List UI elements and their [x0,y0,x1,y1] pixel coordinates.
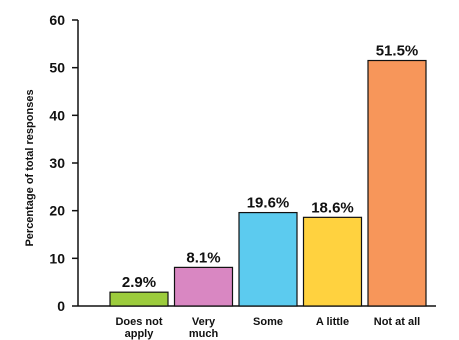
category-label: Does not apply [115,316,162,340]
category-labels: Does not apply Very much Some A little Not at … [115,316,420,340]
y-tick-label: 60 [49,12,65,28]
bar [109,291,169,307]
bar [238,211,298,307]
category-label-line: Very [192,316,216,328]
category-label: A little [316,316,349,328]
category-label-line: A little [316,316,349,328]
y-tick-label: 10 [49,250,65,266]
y-tick-label: 30 [49,155,65,171]
y-ticks: 0 10 20 30 40 50 60 [49,12,78,314]
y-tick-label: 40 [49,107,65,123]
category-label-line: apply [125,328,155,340]
category-label: Very much [189,316,219,340]
category-label: Some [253,316,283,328]
y-tick-label: 50 [49,60,65,76]
data-label: 8.1% [186,249,220,266]
data-label: 51.5% [376,43,419,60]
bar [173,266,234,307]
bars [109,59,427,307]
y-axis-label: Percentage of total responses [24,89,36,246]
y-tick-label: 0 [57,298,65,314]
data-label: 2.9% [122,274,156,291]
y-tick-label: 20 [49,203,65,219]
bar [302,216,363,307]
category-label-line: much [189,328,219,340]
category-label-line: Does not [115,316,162,328]
data-label: 19.6% [247,195,290,212]
data-labels: 2.9% 8.1% 19.6% 18.6% 51.5% [122,43,418,292]
category-label-line: Some [253,316,283,328]
data-label: 18.6% [311,199,354,216]
category-label: Not at all [374,316,420,328]
category-label-line: Not at all [374,316,420,328]
bar [367,59,427,307]
